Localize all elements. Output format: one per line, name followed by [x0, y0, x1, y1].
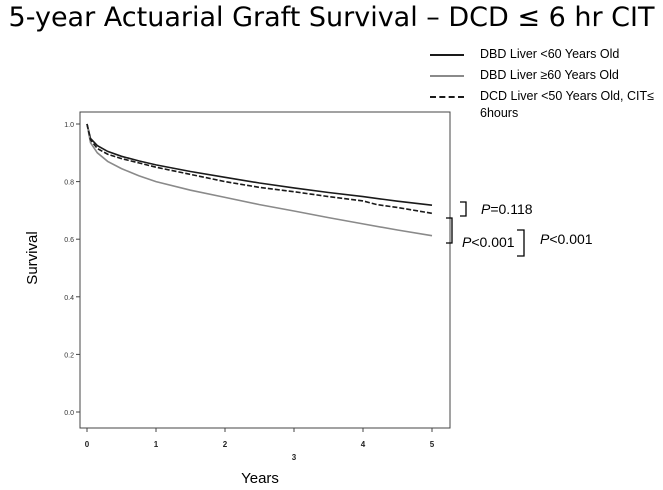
- legend-line-dbd-over-60: [430, 75, 464, 77]
- p-value-dcd-vs-dbd-over-60: P<0.001: [462, 234, 515, 250]
- y-tick-label-0: 0.0: [64, 410, 74, 417]
- y-tick-label-3: 0.6: [64, 237, 74, 244]
- x-tick-label-4: 4: [361, 440, 366, 449]
- p-value-dcd-vs-dbd-under-60: P=0.118: [481, 201, 533, 217]
- chart-title: 5-year Actuarial Graft Survival – DCD ≤ …: [8, 2, 655, 33]
- series-line-dbd-under-60: [86, 123, 433, 206]
- y-tick-label-1: 0.2: [64, 352, 74, 359]
- legend-label-dcd-under-50: DCD Liver <50 Years Old, CIT≤ 6hours: [480, 89, 654, 120]
- plot-frame: [79, 111, 451, 429]
- x-tick-label-5: 5: [430, 440, 435, 449]
- series-line-dbd-over-60: [86, 123, 433, 237]
- x-tick-label-0: 0: [85, 440, 90, 449]
- y-tick-label-5: 1.0: [64, 122, 74, 129]
- y-axis-label: Survival: [24, 231, 41, 285]
- p-value-dbd-under-60-vs-over-60: P<0.001: [540, 231, 593, 247]
- series-line-dcd-under-50: [86, 123, 433, 215]
- x-axis-label: Years: [241, 470, 279, 487]
- bracket-dcd-vs-dbd-under-60: [460, 201, 467, 217]
- x-tick-label-3: 3: [292, 453, 297, 462]
- bracket-dcd-vs-dbd-over-60: [517, 229, 525, 257]
- y-tick-label-2: 0.4: [64, 295, 74, 302]
- legend-line-dcd-under-50: [430, 96, 464, 98]
- legend-label-dbd-over-60: DBD Liver ≥60 Years Old: [480, 68, 619, 82]
- bracket-dbd-under-60-vs-over-60: [446, 217, 453, 244]
- x-tick-label-2: 2: [223, 440, 228, 449]
- x-tick-label-1: 1: [154, 440, 159, 449]
- legend-label-dbd-under-60: DBD Liver <60 Years Old: [480, 47, 620, 61]
- legend-line-dbd-under-60: [430, 54, 464, 56]
- y-tick-label-4: 0.8: [64, 180, 74, 187]
